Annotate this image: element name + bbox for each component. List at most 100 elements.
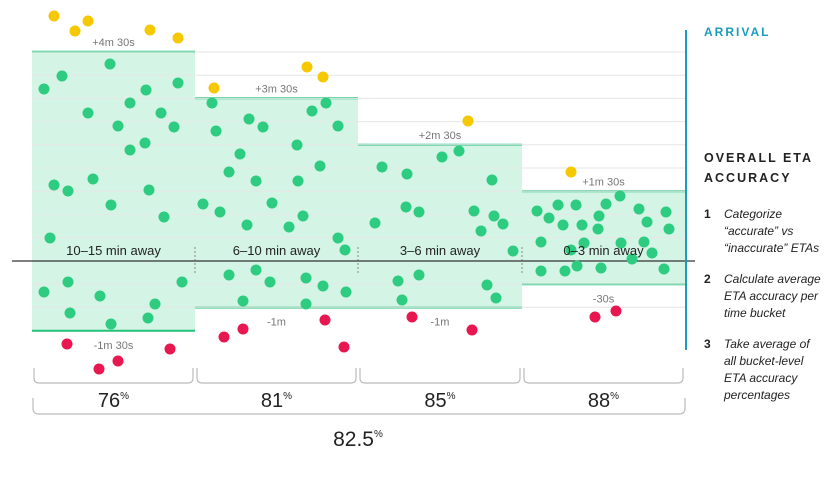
accurate-eta-dot — [660, 206, 672, 218]
accurate-eta-dot — [332, 120, 344, 132]
accurate-eta-dot — [490, 292, 502, 304]
early-eta-dot — [164, 343, 176, 355]
accurate-eta-dot — [48, 179, 60, 191]
accurate-eta-dot — [339, 244, 351, 256]
accurate-eta-dot — [453, 145, 465, 157]
late-eta-dot — [48, 10, 60, 22]
accurate-eta-dot — [306, 105, 318, 117]
accurate-eta-dot — [543, 212, 555, 224]
accurate-eta-dot — [300, 298, 312, 310]
step-item: 1 Categorize “accurate” vs “inaccurate” … — [704, 206, 822, 257]
accurate-eta-dot — [297, 210, 309, 222]
lower-bound-label: -30s — [593, 293, 615, 305]
upper-bound-label: +2m 30s — [419, 130, 462, 142]
accurate-eta-dot — [237, 295, 249, 307]
accurate-eta-dot — [292, 175, 304, 187]
accurate-eta-dot — [257, 121, 269, 133]
accurate-eta-dot — [172, 77, 184, 89]
accurate-eta-dot — [436, 151, 448, 163]
accurate-eta-dot — [176, 276, 188, 288]
accurate-eta-dot — [413, 269, 425, 281]
accurate-eta-dot — [614, 190, 626, 202]
accurate-eta-dot — [369, 217, 381, 229]
percent-sign: % — [610, 391, 619, 402]
late-eta-dot — [565, 166, 577, 178]
accurate-eta-dot — [578, 237, 590, 249]
accurate-eta-dot — [105, 199, 117, 211]
accurate-eta-dot — [140, 84, 152, 96]
early-eta-dot — [218, 331, 230, 343]
accurate-eta-dot — [638, 236, 650, 248]
accurate-eta-dot — [62, 185, 74, 197]
percent-sign: % — [283, 391, 292, 402]
early-eta-dot — [112, 355, 124, 367]
accurate-eta-dot — [234, 148, 246, 160]
accurate-eta-dot — [168, 121, 180, 133]
accurate-eta-dot — [535, 236, 547, 248]
accurate-eta-dot — [264, 276, 276, 288]
accurate-eta-dot — [266, 197, 278, 209]
upper-bound-label: +1m 30s — [582, 176, 625, 188]
overall-accuracy: 82.5% — [333, 428, 383, 451]
accurate-eta-dot — [475, 225, 487, 237]
accurate-eta-dot — [64, 307, 76, 319]
accurate-eta-dot — [593, 210, 605, 222]
accurate-eta-dot — [197, 198, 209, 210]
step-number: 2 — [704, 272, 711, 286]
accurate-eta-dot — [646, 247, 658, 259]
percent-sign: % — [120, 391, 129, 402]
accurate-eta-dot — [488, 210, 500, 222]
accurate-eta-dot — [615, 237, 627, 249]
accurate-eta-dot — [507, 245, 519, 257]
percent-sign: % — [447, 391, 456, 402]
accurate-eta-dot — [592, 223, 604, 235]
early-eta-dot — [338, 341, 350, 353]
accurate-eta-dot — [552, 199, 564, 211]
late-eta-dot — [208, 82, 220, 94]
early-eta-dot — [589, 311, 601, 323]
upper-bound-label: +3m 30s — [255, 83, 298, 95]
accurate-eta-dot — [663, 223, 675, 235]
bucket-bracket — [523, 368, 684, 384]
accurate-eta-dot — [62, 276, 74, 288]
early-eta-dot — [466, 324, 478, 336]
bucket-bracket — [33, 368, 194, 384]
accurate-eta-dot — [376, 161, 388, 173]
accurate-eta-dot — [214, 206, 226, 218]
lower-bound-label: -1m — [267, 317, 286, 329]
accurate-eta-dot — [535, 265, 547, 277]
bucket-accuracy: 76% — [98, 390, 129, 412]
sidebar: OVERALL ETA ACCURACY 1 Categorize “accur… — [704, 148, 822, 418]
accurate-eta-dot — [142, 312, 154, 324]
accurate-eta-dot — [206, 97, 218, 109]
early-eta-dot — [61, 338, 73, 350]
arrival-label: ARRIVAL — [704, 25, 771, 39]
accurate-eta-dot — [571, 260, 583, 272]
late-eta-dot — [301, 61, 313, 73]
accurate-eta-dot — [626, 253, 638, 265]
early-eta-dot — [319, 314, 331, 326]
early-eta-dot — [93, 363, 105, 375]
accurate-eta-dot — [401, 168, 413, 180]
accurate-eta-dot — [497, 218, 509, 230]
accurate-eta-dot — [250, 175, 262, 187]
early-eta-dot — [237, 323, 249, 335]
accurate-eta-dot — [82, 107, 94, 119]
accurate-eta-dot — [283, 221, 295, 233]
bucket-accuracy: 88% — [588, 390, 619, 412]
accurate-eta-dot — [87, 173, 99, 185]
accurate-eta-dot — [658, 263, 670, 275]
accurate-eta-dot — [223, 166, 235, 178]
accurate-eta-dot — [56, 70, 68, 82]
accurate-eta-dot — [413, 206, 425, 218]
accurate-eta-dot — [241, 219, 253, 231]
accurate-eta-dot — [595, 262, 607, 274]
step-text: Categorize “accurate” vs “inaccurate” ET… — [724, 207, 820, 255]
accurate-eta-dot — [223, 269, 235, 281]
accurate-eta-dot — [158, 211, 170, 223]
accurate-eta-dot — [400, 201, 412, 213]
accurate-eta-dot — [124, 97, 136, 109]
bucket-accuracy: 85% — [424, 390, 455, 412]
